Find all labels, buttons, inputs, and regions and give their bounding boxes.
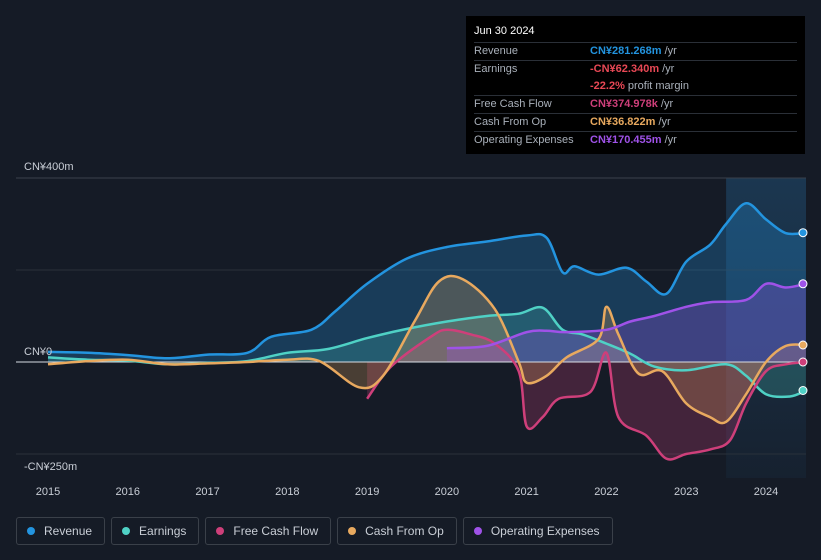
legend-item-operating-expenses[interactable]: Operating Expenses — [462, 517, 613, 545]
end-dot-cash-from-op — [798, 340, 808, 350]
y-label-top: CN¥400m — [24, 161, 74, 173]
tooltip-value: CN¥36.822m — [590, 116, 656, 128]
end-dot-operating-expenses — [798, 279, 808, 289]
legend-item-revenue[interactable]: Revenue — [16, 517, 106, 545]
tooltip-unit: /yr — [660, 98, 674, 110]
legend-label: Operating Expenses — [490, 524, 600, 538]
tooltip-value: CN¥374.978k — [590, 98, 658, 110]
tooltip-label: Revenue — [474, 45, 519, 57]
legend-dot-icon — [348, 527, 357, 535]
tooltip-unit: /yr — [664, 134, 677, 146]
end-dot-free-cash-flow — [798, 357, 808, 367]
legend-dot-icon — [473, 527, 482, 535]
tooltip: Jun 30 2024 Revenue CN¥281.268m /yr Earn… — [466, 16, 805, 154]
x-tick-label: 2020 — [435, 486, 459, 498]
tooltip-row-opex: Operating Expenses CN¥170.455m /yr — [474, 132, 797, 149]
x-tick-label: 2019 — [355, 486, 379, 498]
tooltip-value: CN¥281.268m — [590, 45, 662, 57]
legend-dot-icon — [216, 527, 225, 535]
line-free-cash-flow — [366, 328, 806, 461]
legend-item-earnings[interactable]: Earnings — [111, 517, 200, 545]
x-tick-label: 2021 — [514, 486, 538, 498]
forecast-region — [726, 178, 806, 478]
area-revenue — [48, 203, 806, 362]
tooltip-unit: /yr — [658, 116, 671, 128]
legend-label: Cash From Op — [365, 524, 444, 538]
tooltip-date: Jun 30 2024 — [474, 24, 797, 43]
tooltip-unit: profit margin — [627, 80, 689, 92]
tooltip-row-revenue: Revenue CN¥281.268m /yr — [474, 43, 797, 61]
tooltip-row-cfo: Cash From Op CN¥36.822m /yr — [474, 114, 797, 132]
tooltip-value: -22.2% — [590, 80, 625, 92]
line-revenue — [47, 202, 806, 360]
tooltip-label — [474, 78, 590, 95]
tooltip-label: Operating Expenses — [474, 134, 574, 146]
tooltip-unit: /yr — [662, 63, 675, 75]
area-cash-from-op — [48, 275, 806, 424]
y-label-zero: CN¥0 — [24, 346, 52, 358]
tooltip-value: -CN¥62.340m — [590, 63, 660, 75]
end-dot-revenue — [798, 228, 808, 238]
legend-dot-icon — [27, 527, 35, 535]
x-tick-label: 2024 — [754, 486, 778, 498]
legend-label: Revenue — [44, 524, 93, 538]
x-tick-label: 2015 — [36, 486, 60, 498]
x-tick-label: 2022 — [594, 486, 618, 498]
x-tick-label: 2018 — [275, 486, 299, 498]
tooltip-unit: /yr — [664, 45, 677, 57]
tooltip-label: Earnings — [474, 63, 518, 75]
y-label-bottom: -CN¥250m — [24, 461, 77, 473]
tooltip-row-earnings: Earnings -CN¥62.340m /yr — [474, 61, 797, 78]
tooltip-row-fcf: Free Cash Flow CN¥374.978k /yr — [474, 96, 797, 114]
legend-label: Earnings — [139, 524, 187, 538]
x-tick-label: 2017 — [195, 486, 219, 498]
x-tick-label: 2023 — [674, 486, 698, 498]
line-operating-expenses — [446, 282, 806, 350]
x-tick-label: 2016 — [116, 486, 140, 498]
tooltip-value: CN¥170.455m — [590, 134, 662, 146]
legend-item-cash-from-op[interactable]: Cash From Op — [337, 517, 457, 545]
tooltip-label: Cash From Op — [474, 116, 547, 128]
legend: Revenue Earnings Free Cash Flow Cash Fro… — [16, 517, 619, 545]
area-earnings — [48, 307, 806, 397]
legend-dot-icon — [122, 527, 131, 535]
legend-label: Free Cash Flow — [233, 524, 319, 538]
tooltip-label: Free Cash Flow — [474, 98, 552, 110]
end-dot-earnings — [798, 386, 808, 395]
tooltip-row-margin: -22.2% profit margin — [474, 78, 797, 96]
line-cash-from-op — [47, 274, 806, 425]
legend-item-free-cash-flow[interactable]: Free Cash Flow — [205, 517, 332, 545]
